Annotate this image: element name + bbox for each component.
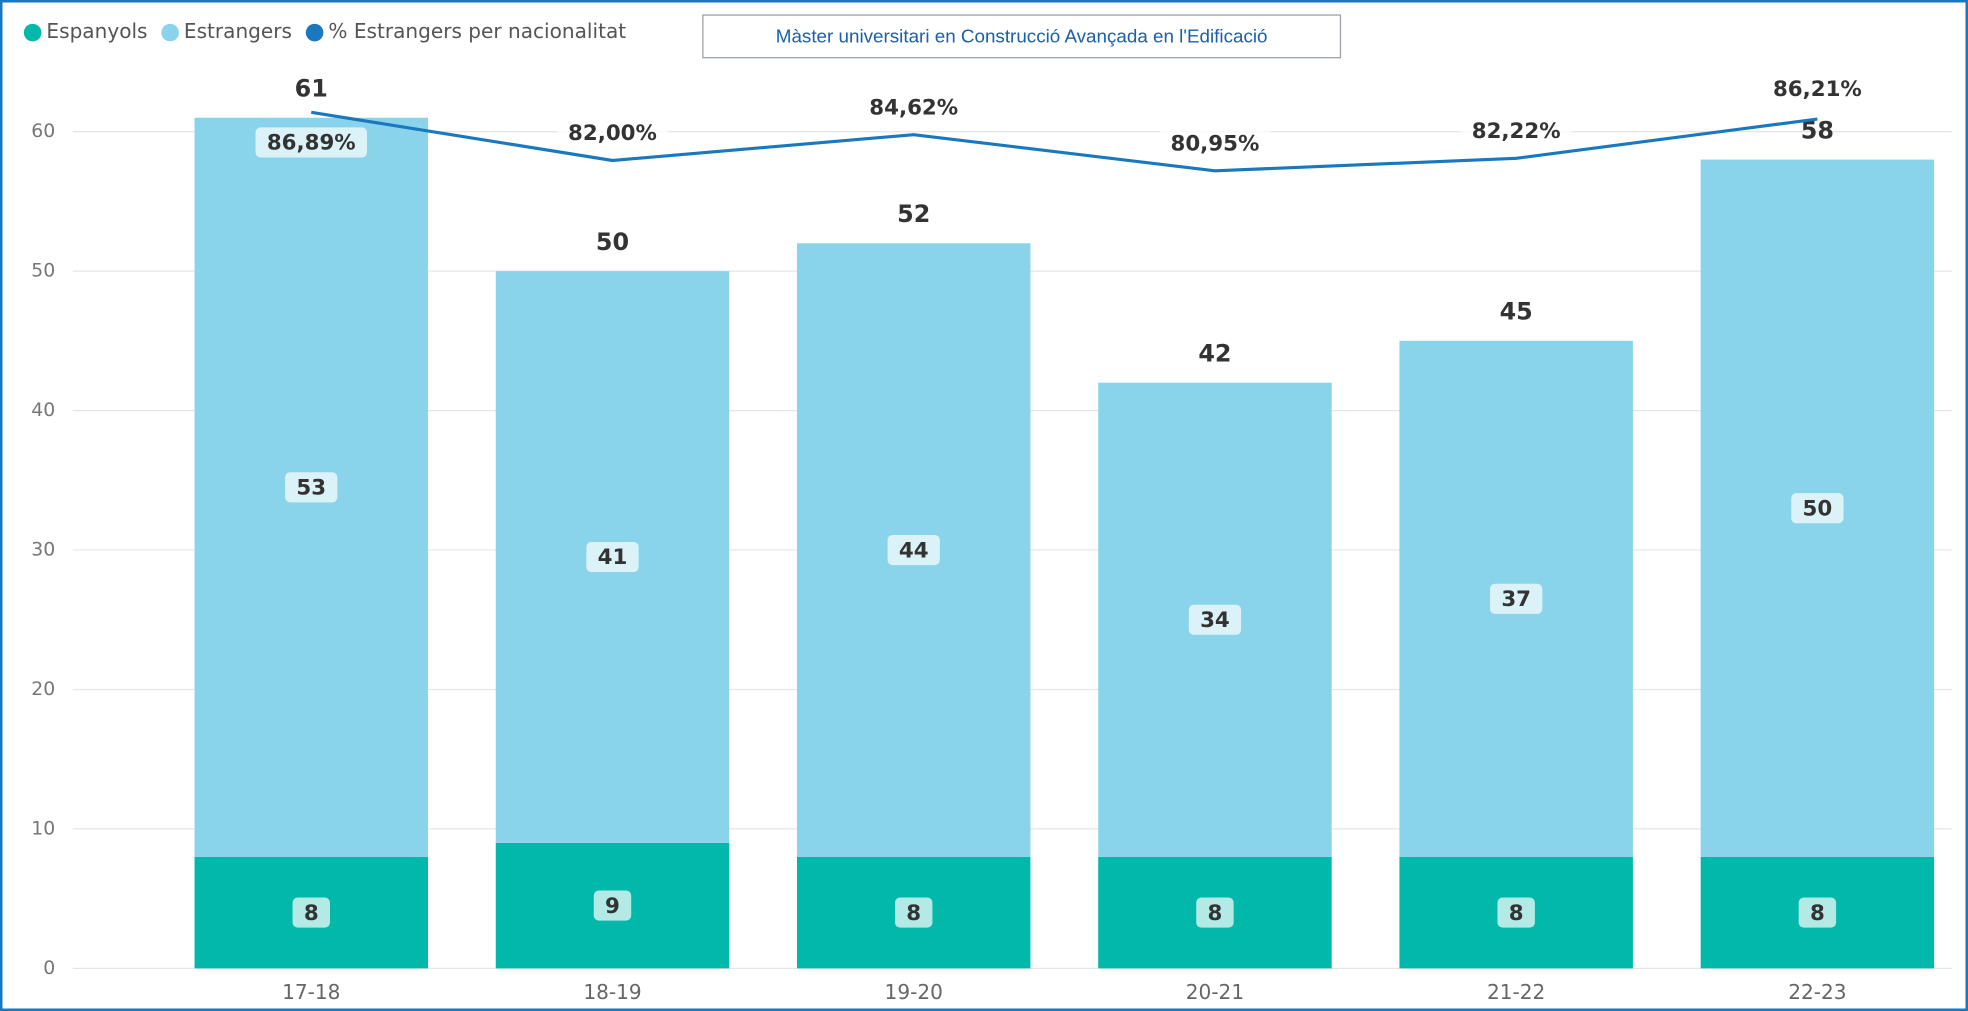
- line-label: 86,21%: [1773, 77, 1862, 102]
- segment-label-group: 41: [586, 541, 639, 573]
- segment-label-group: 8: [894, 897, 933, 928]
- line-label-bg: [1159, 128, 1271, 159]
- x-tick-label: 20-21: [1186, 980, 1244, 1004]
- segment-label: 37: [1501, 587, 1531, 612]
- y-tick-label: 30: [31, 540, 55, 561]
- line-label-bg: [857, 92, 970, 123]
- segment-label-group: 9: [593, 890, 632, 921]
- x-tick-label: 19-20: [885, 980, 943, 1004]
- line-label-bg: [1460, 115, 1572, 146]
- segment-label-group: 44: [887, 534, 940, 566]
- y-tick-label: 50: [31, 261, 55, 282]
- segment-label: 41: [598, 545, 628, 570]
- segment-label-bg: [1188, 604, 1242, 635]
- legend-marker: [23, 23, 42, 42]
- total-label: 45: [1500, 298, 1533, 326]
- y-tick-label: 20: [31, 679, 55, 700]
- segment-label-bg: [593, 890, 632, 921]
- line-label-bg: [1761, 73, 1874, 104]
- x-tick-label: 17-18: [282, 980, 340, 1004]
- line-label: 80,95%: [1171, 131, 1260, 156]
- y-tick-label: 0: [43, 958, 55, 979]
- line-label-bg: [255, 127, 367, 158]
- segment-label: 8: [1208, 901, 1223, 926]
- x-tick-label: 18-19: [583, 980, 641, 1004]
- legend-marker: [161, 23, 179, 42]
- line-label-group: 86,21%: [1761, 73, 1874, 104]
- annotation: Màster universitari en Construcció Avanç…: [776, 26, 1268, 47]
- line-label-group: 84,62%: [857, 92, 970, 123]
- line: [311, 110, 1818, 173]
- segment-label-group: 8: [1196, 897, 1234, 928]
- y-tick-label: 40: [31, 400, 55, 421]
- segment-label-bg: [1798, 897, 1837, 928]
- line-label: 84,62%: [869, 95, 958, 120]
- segment-label-group: 53: [285, 472, 338, 503]
- x-tick-label: 21-22: [1487, 980, 1545, 1004]
- segment-label-bg: [292, 897, 330, 928]
- segment-label: 34: [1200, 608, 1230, 633]
- line-label: 86,89%: [267, 131, 356, 156]
- segment-label-bg: [1791, 493, 1844, 524]
- segment-label-group: 34: [1188, 604, 1242, 635]
- segment-label: 9: [605, 894, 620, 919]
- total-label: 52: [897, 200, 930, 228]
- annotation-box: [702, 14, 1342, 59]
- line-label-group: 82,22%: [1460, 115, 1572, 146]
- segment-label: 53: [296, 476, 326, 501]
- line-label-group: 82,00%: [556, 117, 669, 148]
- segment-label: 8: [906, 901, 921, 926]
- segment-label-group: 8: [1798, 897, 1837, 928]
- segment-label: 8: [1810, 901, 1825, 926]
- y-tick-label: 60: [31, 121, 55, 142]
- line-label-group: 86,89%: [255, 127, 367, 158]
- segment-label-bg: [1497, 897, 1535, 928]
- legend-label: Estrangers: [184, 19, 292, 43]
- y-tick-label: 10: [31, 818, 55, 839]
- segment-label-bg: [1490, 583, 1543, 614]
- segment-label-bg: [285, 472, 338, 503]
- segment-label-bg: [894, 897, 933, 928]
- segment-label-group: 50: [1791, 493, 1844, 524]
- segment-label: 8: [1509, 901, 1524, 926]
- legend-label: % Estrangers per nacionalitat: [328, 19, 626, 43]
- segment-label-group: 37: [1490, 583, 1543, 614]
- segment-label-group: 8: [292, 897, 330, 928]
- line-label-group: 80,95%: [1159, 128, 1271, 159]
- legend-label: Espanyols: [46, 19, 147, 43]
- segment-label-bg: [1196, 897, 1234, 928]
- line-label-bg: [556, 117, 669, 148]
- x-tick-label: 22-23: [1788, 980, 1846, 1004]
- line-label: 82,00%: [568, 121, 657, 146]
- total-label: 61: [295, 75, 328, 103]
- segment-label: 50: [1803, 496, 1833, 521]
- segment-label-group: 8: [1497, 897, 1535, 928]
- total-label: 42: [1198, 340, 1231, 368]
- line-label: 82,22%: [1472, 119, 1561, 144]
- segment-label-bg: [586, 541, 639, 573]
- legend-marker: [305, 23, 324, 42]
- total-label: 50: [596, 228, 629, 256]
- segment-label: 44: [899, 538, 929, 563]
- segment-label-bg: [887, 534, 940, 566]
- segment-label: 8: [304, 901, 319, 926]
